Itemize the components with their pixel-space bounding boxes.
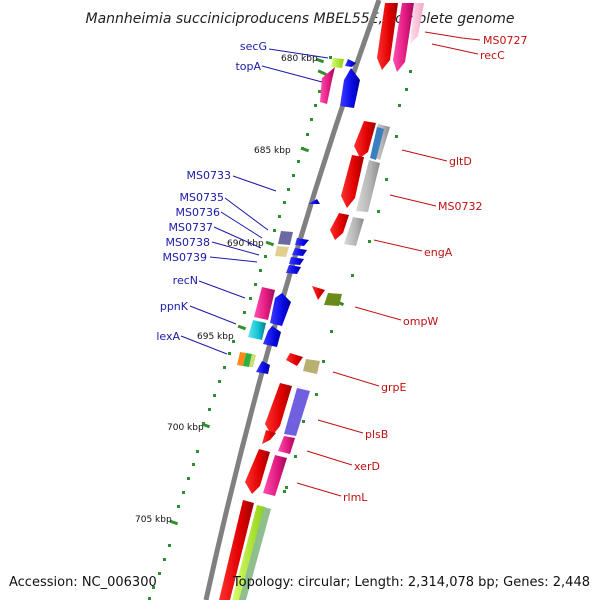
gene-grpE-2 (303, 359, 320, 374)
gene-plsB-2 (284, 388, 310, 436)
gene-ppnK-2 (263, 326, 281, 347)
gene-MS0732 (341, 155, 364, 208)
gene-label-right: MS0732 (438, 200, 482, 213)
gene-lexA (237, 352, 246, 366)
gene-MS0727 (410, 3, 424, 44)
gene-label-left: MS0733 (187, 169, 231, 182)
gene-MS0737 (292, 248, 307, 256)
gene-secG (331, 58, 344, 68)
gene-label-left: MS0736 (176, 206, 220, 219)
gene-ompW (312, 286, 325, 300)
gene-label-left: MS0735 (180, 191, 224, 204)
gene-bottom-red (219, 500, 254, 600)
gene-label-left: lexA (156, 330, 180, 343)
gene-topA (320, 67, 335, 104)
gene-plsB (265, 383, 292, 436)
gene-MS0736 (295, 238, 309, 246)
gene-engA (330, 213, 349, 240)
gene-label-right: rlmL (343, 491, 368, 504)
topology-text: Topology: circular; Length: 2,314,078 bp… (232, 575, 590, 590)
gene-label-left: MS0738 (166, 236, 210, 249)
gene-gltD (354, 121, 376, 158)
gene-bottom-lime (232, 505, 265, 600)
gene-label-left: recN (173, 274, 198, 287)
gene-label-right: gltD (449, 155, 472, 168)
gene-label-left: ppnK (160, 300, 189, 313)
scale-label: 700 kbp (167, 423, 204, 433)
scale-label: 685 kbp (254, 146, 291, 156)
gene-label-right: engA (424, 246, 453, 259)
scale-ticks (148, 56, 412, 600)
gene-label-right: ompW (403, 315, 438, 328)
gene-label-right: xerD (354, 460, 380, 473)
gene-rlmL-2 (263, 455, 287, 496)
gene-xerD-2 (278, 436, 295, 454)
left-labels: secG topA MS0733 MS0735 MS0736 MS0737 MS… (156, 40, 329, 355)
scale-label: 690 kbp (227, 239, 264, 249)
gene-lexA-2 (243, 353, 252, 367)
gene-label-left: MS0739 (163, 251, 207, 264)
gene-MS0738 (275, 246, 289, 257)
gene-MS0732-2 (356, 160, 380, 212)
gene-label-left: secG (240, 40, 267, 53)
gene-ppnK (248, 320, 266, 340)
gene-label-right: grpE (381, 381, 406, 394)
gene-recN-2 (270, 293, 291, 326)
gene-label-left: MS0737 (169, 221, 213, 234)
gene-xerD (262, 430, 276, 444)
gene-label-right: MS0727 (483, 34, 527, 47)
scale-label: 695 kbp (197, 332, 234, 342)
scale-labels: 680 kbp 685 kbp 690 kbp 695 kbp 700 kbp … (135, 54, 318, 525)
gene-recC (377, 3, 398, 70)
gene-MS0739 (289, 257, 304, 265)
gene-engA-2 (344, 217, 364, 246)
gene-recC-2 (393, 3, 414, 72)
gene-MS0735 (278, 231, 293, 245)
accession-text: Accession: NC_006300 (9, 575, 157, 590)
gene-lexA-3 (249, 354, 256, 367)
scale-label: 680 kbp (281, 54, 318, 64)
gene-rlmL (245, 449, 270, 494)
gene-ompW-2 (324, 293, 342, 306)
gene-recN (254, 287, 275, 320)
map-title: Mannheimia succiniciproducens MBEL55E, c… (86, 11, 515, 27)
gene-label-right: plsB (365, 428, 388, 441)
scale-label: 705 kbp (135, 515, 172, 525)
gene-label-left: topA (235, 60, 261, 73)
gene-bottom-green (239, 507, 271, 600)
gene-MS0733 (308, 199, 320, 204)
gene-MS0739-2 (286, 265, 301, 274)
gene-lexA-4 (256, 361, 270, 374)
right-labels: MS0727 recC gltD MS0732 engA ompW grpE p… (296, 31, 527, 504)
genes-right (219, 3, 424, 600)
gene-grpE (286, 353, 303, 366)
gene-topA-2 (340, 68, 360, 108)
gene-gltD-3 (370, 127, 384, 160)
genes-left (237, 58, 360, 374)
gene-secG-2 (345, 59, 356, 67)
gene-label-right: recC (480, 49, 505, 62)
